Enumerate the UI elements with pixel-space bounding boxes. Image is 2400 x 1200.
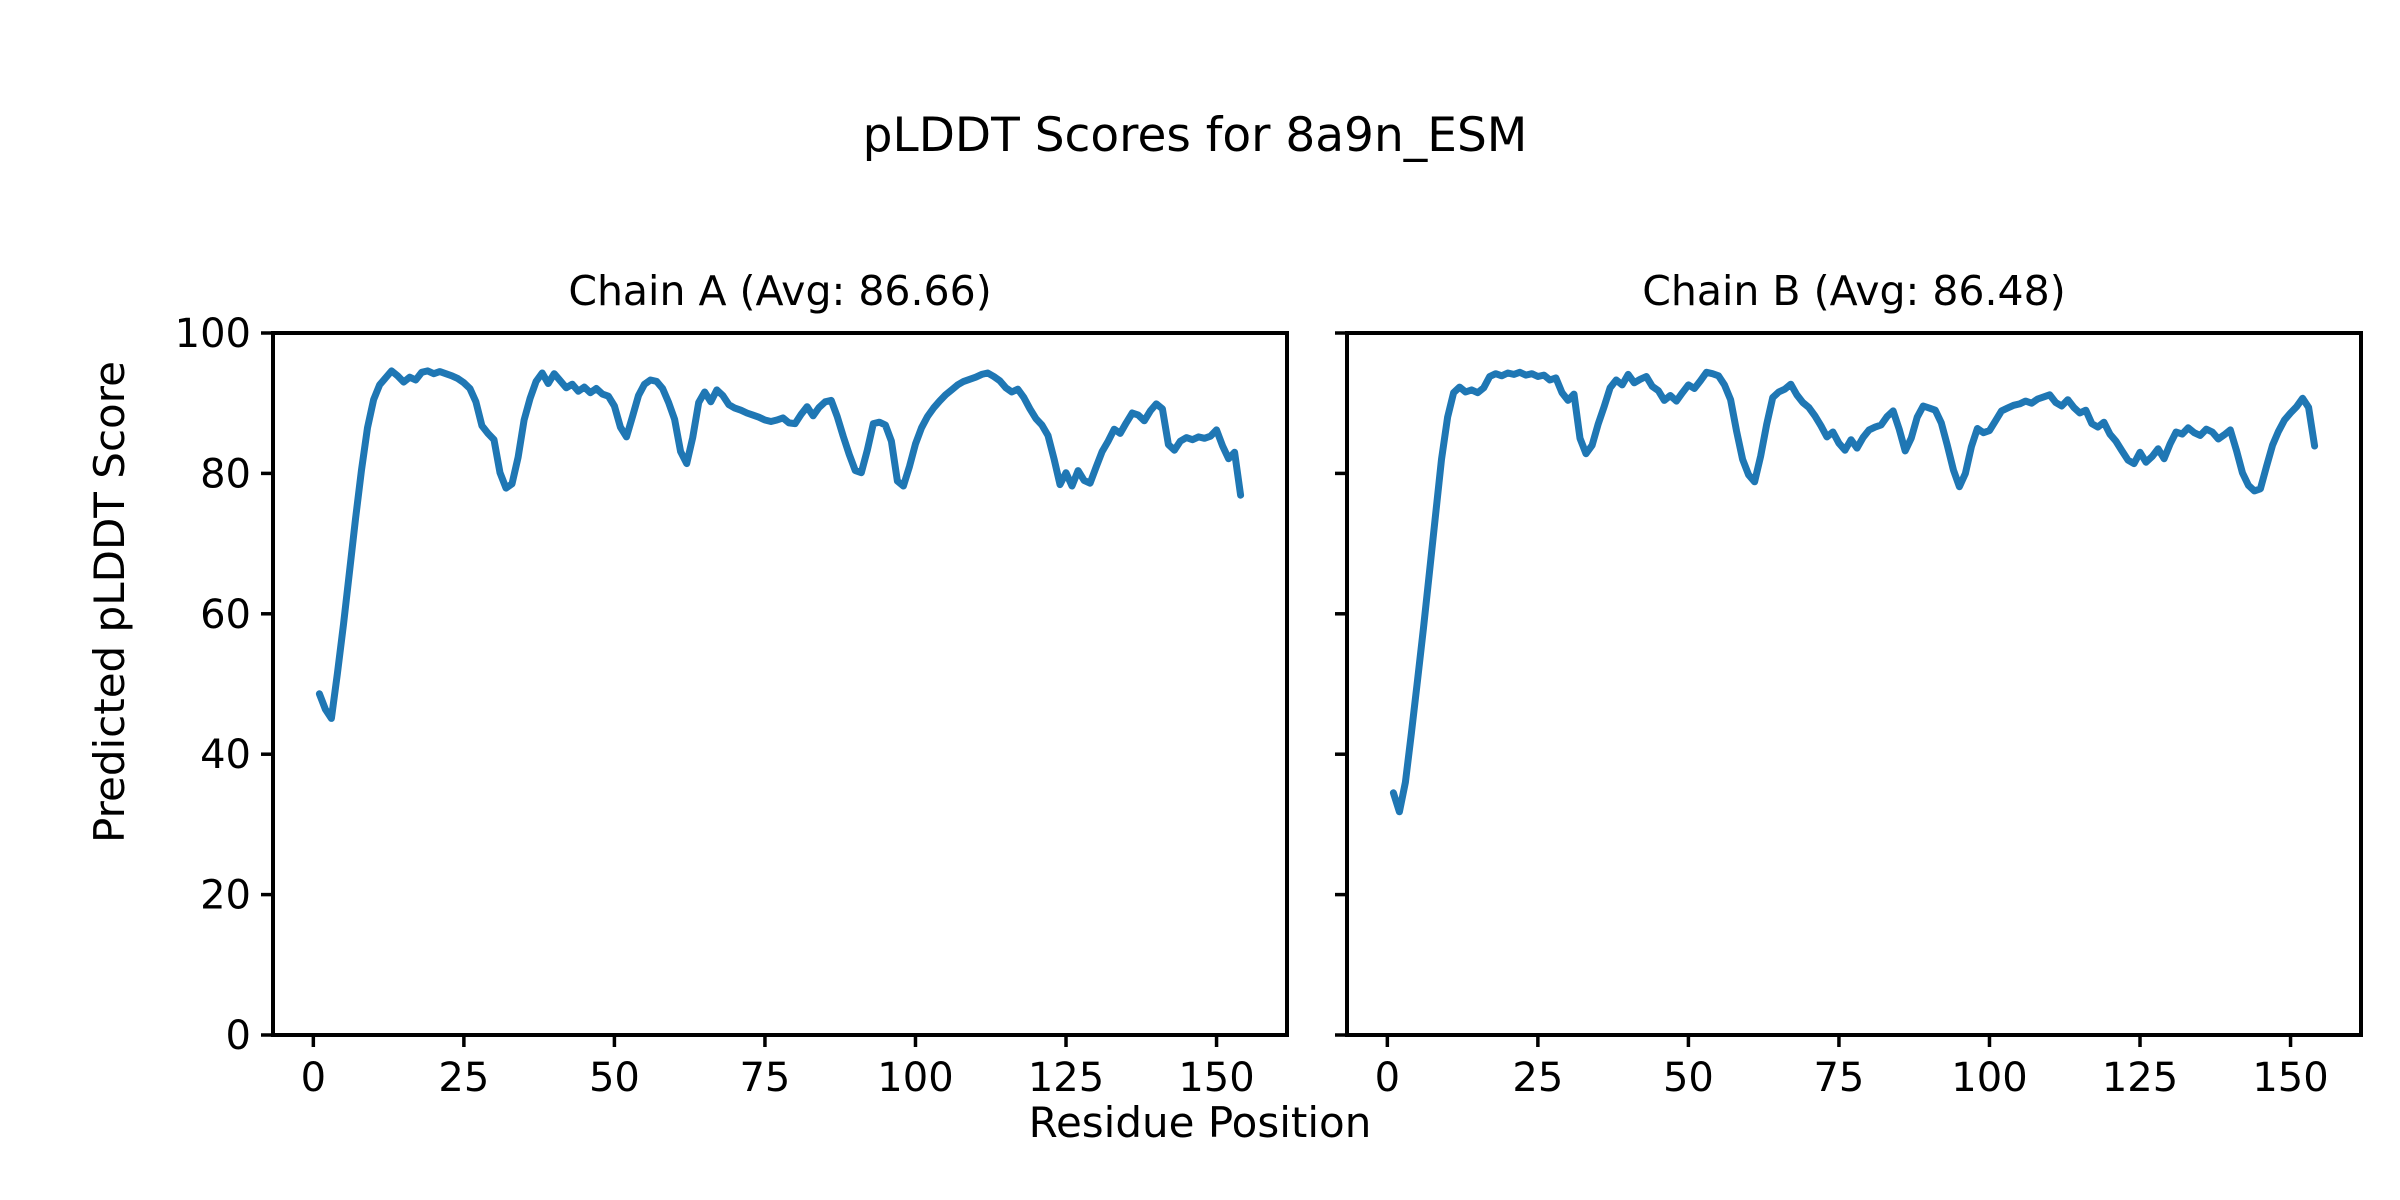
chain-a-line-chart: 0 25 50 75 100 125 150 0 20 40 60 80 100 [175,311,1289,1101]
x-tick-label: 25 [438,1055,489,1101]
y-tick-label: 80 [200,451,251,497]
y-tick-label: 100 [175,311,251,357]
chain-a-subplot-title: Chain A (Avg: 86.66) [568,267,992,315]
chain-b-line-chart: 0 25 50 75 100 125 150 [1335,331,2363,1101]
chain-a-plot-area: 0 25 50 75 100 125 150 0 20 40 60 80 100 [175,311,1289,1101]
plddt-line-chain-b [1389,368,2319,816]
x-tick-label: 125 [1028,1055,1104,1101]
x-tick-label: 150 [2252,1055,2328,1101]
y-tick-label: 20 [200,873,251,919]
x-tick-label: 25 [1512,1055,1563,1101]
plddt-line-chain-a [315,367,1245,722]
x-tick-label: 75 [1813,1055,1864,1101]
y-tick-label: 40 [200,732,251,778]
y-tick-label: 60 [200,592,251,638]
chain-b-plot-area: 0 25 50 75 100 125 150 [1335,331,2363,1101]
figure-title: pLDDT Scores for 8a9n_ESM [862,108,1528,163]
x-tick-label: 100 [1951,1055,2027,1101]
x-axis-label: Residue Position [1028,1098,1372,1147]
y-tick-label: 0 [226,1013,251,1059]
x-tick-label: 0 [301,1055,326,1101]
chain-b-subplot-title: Chain B (Avg: 86.48) [1642,267,2066,315]
x-tick-label: 150 [1178,1055,1254,1101]
x-tick-label: 125 [2102,1055,2178,1101]
axes-spines [1345,331,2363,1037]
x-tick-label: 100 [877,1055,953,1101]
x-tick-label: 75 [739,1055,790,1101]
y-axis-label: Predicted pLDDT Score [85,361,134,843]
x-tick-label: 50 [1663,1055,1714,1101]
axes-spines [271,331,1289,1037]
x-tick-label: 50 [589,1055,640,1101]
x-tick-label: 0 [1375,1055,1400,1101]
